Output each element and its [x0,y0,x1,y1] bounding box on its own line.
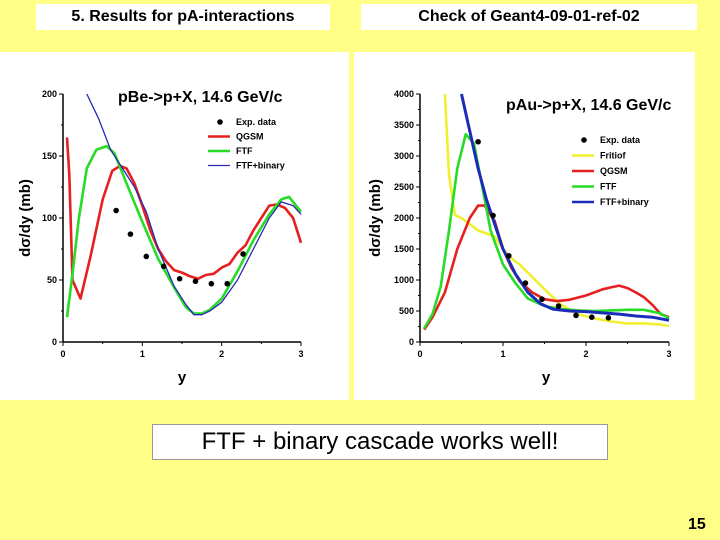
pbe-data-point [224,280,231,287]
pbe-series-line-ftf-binary [86,93,302,316]
chart-panel-pau: 0 500 1000 1500 2000 2500 3000 3500 4000 0 1 2 3 dσ/d… [354,52,695,400]
pbe-legend-label: QGSM [236,132,264,142]
conclusion-callout: FTF + binary cascade works well! [152,424,608,460]
pbe-data-point [127,231,134,237]
pau-x-tick-label: 1 [500,349,505,359]
pbe-x-tick-label: 1 [140,349,145,359]
pau-y-tick-label: 3500 [394,120,414,130]
pbe-legend-label: Exp. data [236,117,277,127]
page-number: 15 [688,516,706,533]
pau-y-tick-label: 3000 [394,151,414,161]
pbe-y-tick-label: 200 [42,89,57,99]
pbe-x-axis-label: y [178,369,187,386]
pau-y-tick-label: 4000 [394,89,414,99]
pbe-data-point [160,263,167,270]
pau-data-point [475,138,481,145]
pbe-x-tick-label: 0 [60,349,65,359]
pau-data-point [589,314,595,321]
pbe-legend-label: FTF [236,146,253,156]
slide-section-title: 5. Results for pA-interactions [36,4,330,30]
pau-y-tick-label: 1500 [394,244,414,254]
pbe-data-point [208,280,215,287]
pau-legend-label: Exp. data [600,135,641,145]
pau-y-tick-label: 500 [399,306,414,316]
pau-y-axis-label: dσ/dy (mb) [367,179,384,257]
pbe-data-point [176,275,183,282]
pau-series-line-fritiof [443,93,670,328]
pbe-y-axis-label: dσ/dy (mb) [17,179,34,257]
pau-data-point [605,315,612,321]
pau-y-tick-label: 2000 [394,213,414,223]
pau-x-tick-label: 2 [583,349,588,359]
pau-legend-label: Fritiof [600,151,626,161]
pau-series-line-ftf [423,133,670,330]
pau-y-tick-label: 0 [409,337,414,347]
chart-pau: 0 500 1000 1500 2000 2500 3000 3500 4000 0 1 2 3 dσ/d… [367,89,672,386]
pbe-chart-title: pBe->p+X, 14.6 GeV/c [118,89,283,106]
pau-y-tick-label: 1000 [394,275,414,285]
pau-legend-label: FTF [600,182,617,192]
pau-data-point [490,212,496,219]
pbe-data-point [113,207,119,214]
pau-x-tick-label: 0 [417,349,422,359]
pau-data-point [522,280,529,286]
pau-chart-title: pAu->p+X, 14.6 GeV/c [506,97,672,114]
chart-pbe: 0 50 100 150 200 0 1 2 3 dσ/dy (mb) y pBe->p+X, 14.… [17,89,304,386]
chart-panel-pbe: 0 50 100 150 200 0 1 2 3 dσ/dy (mb) y pBe->p+X, 14.… [0,52,349,400]
pau-data-point [555,303,562,309]
pau-legend-label: QGSM [600,166,628,176]
pbe-data-point [240,251,246,257]
pau-x-axis-label: y [542,369,551,386]
pau-legend-label: FTF+binary [600,197,649,207]
pbe-data-point [143,253,150,260]
pbe-data-point [192,278,199,285]
pau-legend-marker [581,137,587,143]
pbe-x-tick-label: 3 [298,349,303,359]
pau-y-tick-label: 2500 [394,182,414,192]
pbe-y-tick-label: 100 [42,213,57,223]
pau-data-point [573,312,579,319]
pbe-y-tick-label: 150 [42,151,57,161]
pbe-series-line-ftf [65,144,303,318]
slide-version-title: Check of Geant4-09-01-ref-02 [361,4,697,30]
pau-series-line-ftf-binary [460,93,670,322]
pbe-series-line-qgsm [65,137,303,300]
pau-data-point [539,296,545,303]
pau-data-point [506,253,512,259]
pau-x-tick-label: 3 [666,349,671,359]
pbe-x-tick-label: 2 [219,349,224,359]
pbe-y-tick-label: 50 [47,275,57,285]
pbe-legend-label: FTF+binary [236,161,285,171]
pbe-y-tick-label: 0 [52,337,57,347]
pbe-legend-marker [217,119,223,125]
